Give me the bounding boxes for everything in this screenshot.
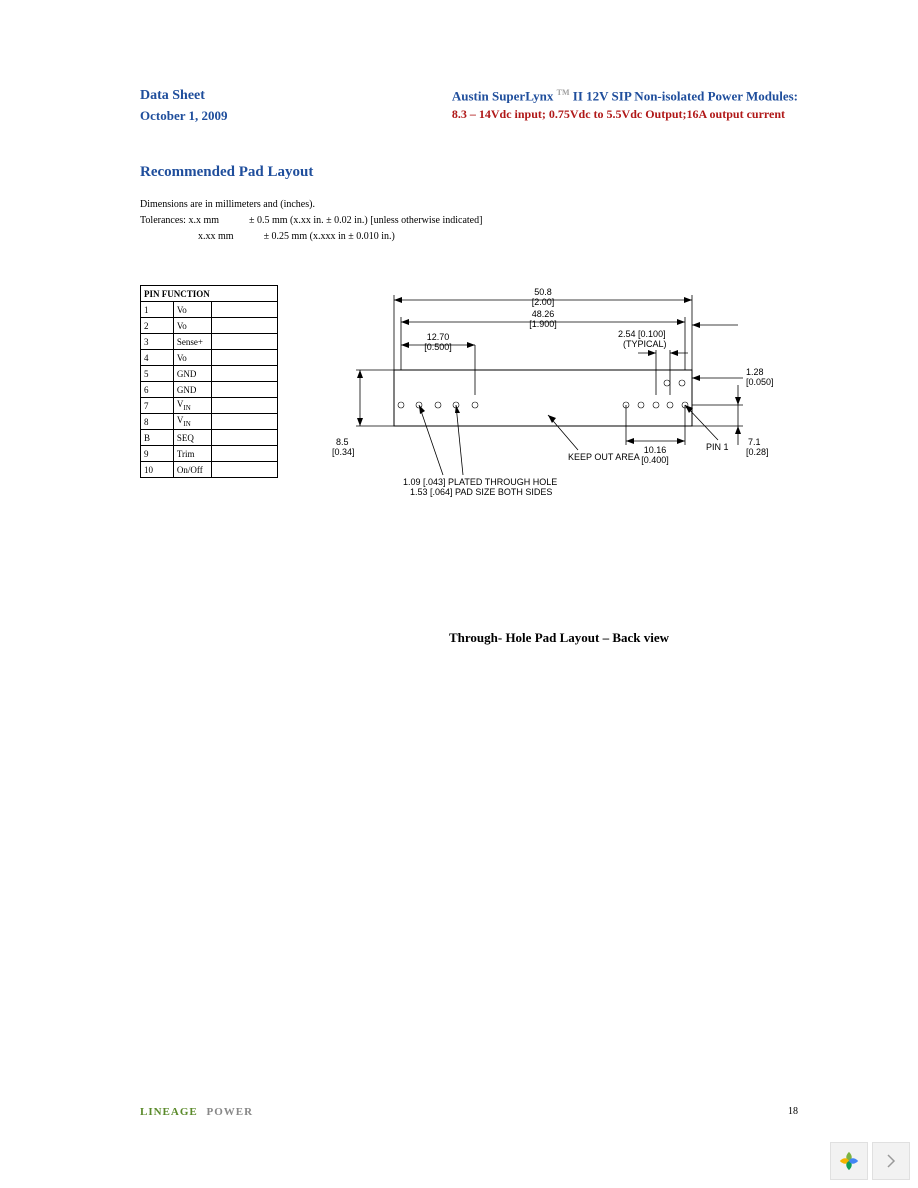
- table-row: 3Sense+: [141, 334, 278, 350]
- table-row: 2Vo: [141, 318, 278, 334]
- pin-extra: [212, 430, 278, 446]
- table-row: 6GND: [141, 382, 278, 398]
- pin-number: 1: [141, 302, 174, 318]
- pin-number: 7: [141, 398, 174, 414]
- svg-text:12.70: 12.70: [427, 332, 450, 342]
- page-number: 18: [788, 1106, 798, 1118]
- table-row: 10On/Off: [141, 462, 278, 478]
- table-row: BSEQ: [141, 430, 278, 446]
- content-row: PIN FUNCTION 1Vo2Vo3Sense+4Vo5GND6GND7VI…: [140, 285, 798, 520]
- typ-label: 2.54 [0.100]: [618, 329, 666, 339]
- pin-number: 5: [141, 366, 174, 382]
- tol2-val: ± 0.25 mm (x.xxx in ± 0.010 in.): [264, 229, 395, 245]
- svg-text:1.53 [.064] PAD SIZE BOTH SIDE: 1.53 [.064] PAD SIZE BOTH SIDES: [410, 487, 552, 497]
- pin-extra: [212, 398, 278, 414]
- pin-number: 9: [141, 446, 174, 462]
- pin-label: Vo: [173, 350, 211, 366]
- svg-text:[0.050]: [0.050]: [746, 377, 774, 387]
- title-suffix: II 12V SIP Non-isolated Power Modules:: [573, 88, 798, 103]
- table-row: 5GND: [141, 366, 278, 382]
- data-sheet-label: Data Sheet: [140, 88, 228, 104]
- pin-number: 3: [141, 334, 174, 350]
- table-row: 4Vo: [141, 350, 278, 366]
- svg-text:[1.900]: [1.900]: [529, 319, 557, 329]
- svg-text:PIN 1: PIN 1: [706, 442, 729, 452]
- svg-text:[0.500]: [0.500]: [424, 342, 452, 352]
- dims-note: Dimensions are in millimeters and (inche…: [140, 197, 798, 213]
- svg-text:[0.28]: [0.28]: [746, 447, 769, 457]
- svg-text:(TYPICAL): (TYPICAL): [623, 339, 667, 349]
- footer-power: POWER: [207, 1106, 254, 1118]
- subtitle: 8.3 – 14Vdc input; 0.75Vdc to 5.5Vdc Out…: [452, 107, 798, 122]
- svg-text:KEEP OUT AREA: KEEP OUT AREA: [568, 452, 640, 462]
- table-row: 7VIN: [141, 398, 278, 414]
- widget-corner: [830, 1142, 910, 1180]
- brand-name: Austin SuperLynx: [452, 88, 554, 103]
- table-row: 8VIN: [141, 414, 278, 430]
- pin-extra: [212, 414, 278, 430]
- tol1-val: ± 0.5 mm (x.xx in. ± 0.02 in.) [unless o…: [249, 213, 482, 229]
- widget-logo-icon[interactable]: [830, 1142, 868, 1180]
- pin-extra: [212, 446, 278, 462]
- section-title: Recommended Pad Layout: [140, 164, 798, 181]
- pin-table-header: PIN FUNCTION: [141, 286, 278, 302]
- figure-caption: Through- Hole Pad Layout – Back view: [320, 630, 798, 646]
- pin-number: 10: [141, 462, 174, 478]
- table-row: 9Trim: [141, 446, 278, 462]
- header-right: Austin SuperLynx TM II 12V SIP Non-isola…: [452, 88, 798, 124]
- pin-label: SEQ: [173, 430, 211, 446]
- pin-number: 4: [141, 350, 174, 366]
- chevron-right-icon: [886, 1154, 896, 1168]
- next-button[interactable]: [872, 1142, 910, 1180]
- pin-label: VIN: [173, 414, 211, 430]
- svg-text:10.16: 10.16: [644, 445, 667, 455]
- pin-label: Vo: [173, 302, 211, 318]
- pin-function-table: PIN FUNCTION 1Vo2Vo3Sense+4Vo5GND6GND7VI…: [140, 285, 278, 478]
- pin-label: On/Off: [173, 462, 211, 478]
- pin-extra: [212, 350, 278, 366]
- pin-extra: [212, 366, 278, 382]
- pin-label: VIN: [173, 398, 211, 414]
- table-row: 1Vo: [141, 302, 278, 318]
- header-left: Data Sheet October 1, 2009: [140, 88, 228, 124]
- svg-text:[2.00]: [2.00]: [532, 297, 555, 307]
- pin-label: Sense+: [173, 334, 211, 350]
- pin-number: B: [141, 430, 174, 446]
- pin-number: 6: [141, 382, 174, 398]
- svg-text:7.1: 7.1: [748, 437, 761, 447]
- svg-text:8.5: 8.5: [336, 437, 349, 447]
- pin-number: 8: [141, 414, 174, 430]
- tol2-key: x.xx mm: [198, 229, 234, 245]
- svg-text:1.28: 1.28: [746, 367, 764, 377]
- pad-layout-diagram: 50.8 [2.00] 48.26 [1.900] 12.70 [0.500] …: [298, 285, 798, 520]
- footer: LINEAGE POWER 18: [140, 1106, 798, 1118]
- diagram-svg: 50.8 [2.00] 48.26 [1.900] 12.70 [0.500] …: [298, 285, 798, 515]
- pin-label: GND: [173, 382, 211, 398]
- notes-block: Dimensions are in millimeters and (inche…: [140, 197, 798, 245]
- svg-text:[0.400]: [0.400]: [641, 455, 669, 465]
- pin-number: 2: [141, 318, 174, 334]
- svg-text:1.09 [.043] PLATED THROUGH HOL: 1.09 [.043] PLATED THROUGH HOLE: [403, 477, 557, 487]
- svg-text:50.8: 50.8: [534, 287, 552, 297]
- pin-extra: [212, 382, 278, 398]
- footer-brand: LINEAGE POWER: [140, 1106, 253, 1118]
- pin-extra: [212, 302, 278, 318]
- date-label: October 1, 2009: [140, 108, 228, 124]
- page-container: Data Sheet October 1, 2009 Austin SuperL…: [0, 0, 918, 1188]
- pin-label: Vo: [173, 318, 211, 334]
- pin-extra: [212, 462, 278, 478]
- trademark: TM: [557, 88, 570, 97]
- footer-lineage: LINEAGE: [140, 1106, 198, 1118]
- tol-row-1: Tolerances: x.x mm ± 0.5 mm (x.xx in. ± …: [140, 213, 798, 229]
- pin-label: GND: [173, 366, 211, 382]
- svg-text:48.26: 48.26: [532, 309, 555, 319]
- tol-row-2: x.xx mm ± 0.25 mm (x.xxx in ± 0.010 in.): [140, 229, 798, 245]
- pin-label: Trim: [173, 446, 211, 462]
- tol-label: Tolerances: x.x mm: [140, 213, 219, 229]
- pin-extra: [212, 334, 278, 350]
- header: Data Sheet October 1, 2009 Austin SuperL…: [140, 88, 798, 124]
- title-line1: Austin SuperLynx TM II 12V SIP Non-isola…: [452, 88, 798, 104]
- svg-text:[0.34]: [0.34]: [332, 447, 355, 457]
- pin-extra: [212, 318, 278, 334]
